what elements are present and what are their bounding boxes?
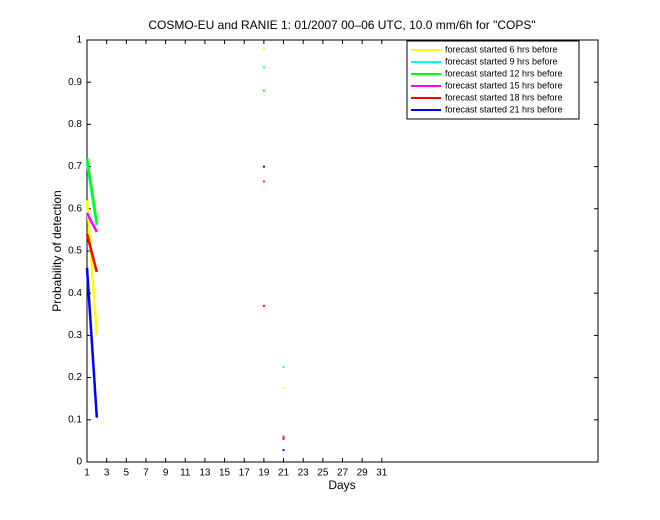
data-point xyxy=(282,437,285,440)
x-tick-label: 19 xyxy=(258,468,270,479)
legend-label: forecast started 12 hrs before xyxy=(445,68,563,78)
legend-label: forecast started 6 hrs before xyxy=(445,44,558,54)
series-line xyxy=(85,157,99,224)
legend-label: forecast started 15 hrs before xyxy=(445,80,563,90)
data-point xyxy=(282,435,285,438)
legend-label: forecast started 21 hrs before xyxy=(445,104,563,114)
x-tick-label: 3 xyxy=(104,468,110,479)
series-line xyxy=(85,233,99,273)
y-tick-label: 1 xyxy=(76,35,82,46)
y-tick-label: 0.6 xyxy=(68,203,82,214)
x-tick-label: 29 xyxy=(357,468,369,479)
x-tick-label: 11 xyxy=(180,468,191,479)
y-tick-label: 0.8 xyxy=(68,119,82,130)
legend-box xyxy=(406,40,580,120)
legend-label: forecast started 9 hrs before xyxy=(445,56,558,66)
y-tick-label: 0.4 xyxy=(68,288,82,299)
x-tick-label: 23 xyxy=(298,468,310,479)
y-tick-label: 0.5 xyxy=(68,246,82,257)
series-line xyxy=(85,200,99,336)
x-tick-label: 31 xyxy=(376,468,388,479)
data-point xyxy=(262,89,265,92)
y-tick-label: 0.2 xyxy=(68,372,82,383)
y-tick-label: 0 xyxy=(76,457,82,468)
data-point xyxy=(262,47,265,50)
x-axis-label: Days xyxy=(328,478,355,492)
y-axis-label: Probability of detection xyxy=(50,190,64,311)
x-tick-label: 5 xyxy=(124,468,130,479)
data-point xyxy=(282,449,285,452)
data-point xyxy=(262,180,265,183)
y-tick-label: 0.7 xyxy=(68,161,82,172)
x-tick-label: 21 xyxy=(278,468,290,479)
x-tick-label: 13 xyxy=(199,468,211,479)
series-line xyxy=(85,212,98,233)
x-tick-label: 15 xyxy=(219,468,231,479)
x-tick-label: 25 xyxy=(317,468,329,479)
data-point xyxy=(262,304,265,307)
x-tick-label: 27 xyxy=(337,468,349,479)
data-point xyxy=(282,366,285,369)
legend-label: forecast started 18 hrs before xyxy=(445,92,563,102)
series-line xyxy=(85,267,99,418)
y-tick-label: 0.1 xyxy=(68,414,82,425)
x-tick-label: 1 xyxy=(84,468,90,479)
x-tick-label: 9 xyxy=(163,468,169,479)
x-tick-label: 7 xyxy=(143,468,149,479)
x-tick-label: 17 xyxy=(239,468,251,479)
chart-title: COSMO-EU and RANIE 1: 01/2007 00–06 UTC,… xyxy=(148,18,535,32)
y-tick-label: 0.3 xyxy=(68,330,82,341)
data-point xyxy=(262,66,265,69)
data-point xyxy=(262,165,265,168)
data-point xyxy=(282,387,285,390)
y-tick-label: 0.9 xyxy=(68,77,82,88)
